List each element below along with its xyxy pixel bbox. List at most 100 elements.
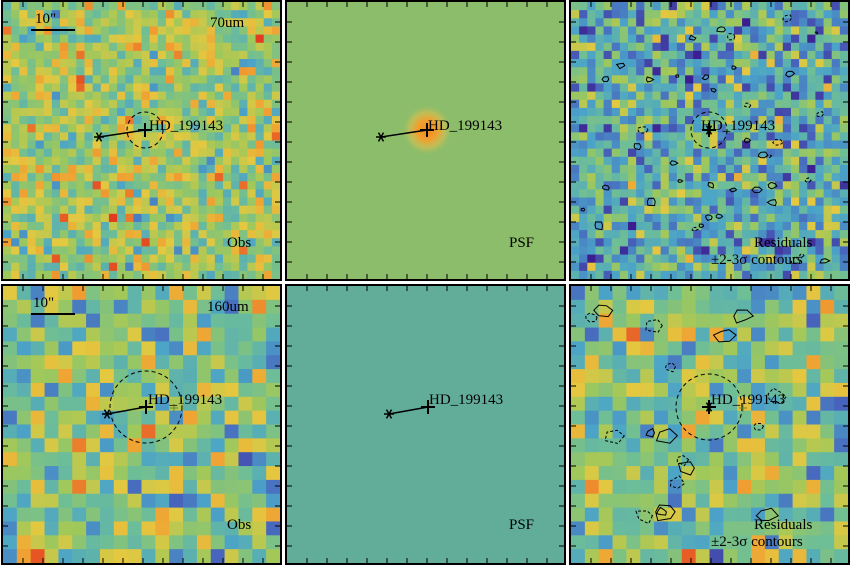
map-pixel bbox=[733, 270, 743, 279]
map-pixel bbox=[214, 75, 224, 85]
map-pixel bbox=[737, 466, 752, 481]
map-pixel bbox=[823, 50, 833, 60]
map-pixel bbox=[157, 99, 167, 109]
map-pixel bbox=[695, 299, 711, 315]
axis-ticks bbox=[571, 2, 848, 279]
axis-ticks bbox=[3, 286, 280, 563]
map-pixel bbox=[3, 116, 12, 125]
map-pixel bbox=[255, 10, 265, 19]
map-pixel bbox=[133, 34, 143, 44]
map-pixel bbox=[766, 59, 776, 68]
map-pixel bbox=[206, 213, 216, 223]
map-pixel bbox=[113, 507, 129, 523]
map-pixel bbox=[239, 173, 249, 182]
map-pixel bbox=[733, 91, 743, 101]
map-pixel bbox=[183, 396, 198, 412]
map-pixel bbox=[766, 75, 776, 85]
map-pixel bbox=[603, 238, 613, 248]
map-pixel bbox=[182, 238, 191, 248]
map-pixel bbox=[619, 213, 629, 223]
map-pixel bbox=[141, 91, 151, 101]
map-pixel bbox=[19, 42, 29, 52]
map-pixel bbox=[84, 205, 94, 215]
map-pixel bbox=[169, 479, 184, 495]
panel-label-residuals: Residuals bbox=[754, 517, 813, 533]
map-pixel bbox=[652, 197, 662, 207]
map-pixel bbox=[190, 107, 200, 117]
map-pixel bbox=[198, 213, 208, 223]
map-pixel bbox=[231, 124, 240, 133]
map-pixel bbox=[717, 164, 727, 174]
map-pixel bbox=[668, 270, 678, 279]
map-pixel bbox=[667, 396, 683, 412]
map-pixel bbox=[100, 83, 110, 93]
map-pixel bbox=[685, 246, 694, 256]
map-pixel bbox=[190, 18, 200, 28]
map-pixel bbox=[750, 91, 759, 101]
map-pixel bbox=[792, 410, 808, 426]
map-pixel bbox=[231, 42, 240, 52]
map-pixel bbox=[701, 18, 711, 28]
map-pixel bbox=[584, 452, 600, 467]
map-pixel bbox=[737, 549, 752, 563]
map-pixel bbox=[644, 75, 654, 85]
map-pixel bbox=[157, 230, 167, 239]
map-pixel bbox=[782, 254, 792, 264]
map-pixel bbox=[113, 313, 129, 329]
map-pixel bbox=[709, 42, 719, 52]
map-pixel bbox=[190, 132, 200, 142]
map-pixel bbox=[644, 246, 654, 256]
map-pixel bbox=[774, 91, 784, 101]
map-pixel bbox=[3, 424, 18, 439]
map-pixel bbox=[30, 452, 46, 467]
map-pixel bbox=[820, 452, 835, 467]
map-pixel bbox=[831, 132, 841, 142]
map-pixel bbox=[68, 213, 77, 223]
map-pixel bbox=[595, 164, 605, 174]
map-pixel bbox=[831, 270, 841, 279]
map-pixel bbox=[571, 10, 580, 19]
map-pixel bbox=[579, 197, 588, 207]
map-pixel bbox=[247, 156, 257, 166]
map-pixel bbox=[579, 75, 588, 85]
map-pixel bbox=[125, 262, 134, 272]
map-pixel bbox=[271, 230, 280, 239]
map-pixel bbox=[820, 507, 835, 523]
map-pixel bbox=[799, 213, 808, 223]
map-pixel bbox=[807, 270, 817, 279]
map-pixel bbox=[92, 246, 102, 256]
map-pixel bbox=[72, 382, 87, 398]
map-pixel bbox=[579, 213, 588, 223]
map-pixel bbox=[815, 107, 825, 117]
map-pixel bbox=[174, 238, 183, 248]
map-pixel bbox=[790, 50, 800, 60]
map-pixel bbox=[3, 452, 18, 467]
map-pixel bbox=[60, 164, 69, 174]
map-pixel bbox=[723, 327, 738, 342]
contour bbox=[712, 329, 737, 343]
map-pixel bbox=[190, 164, 200, 174]
map-pixel bbox=[792, 549, 808, 563]
map-pixel bbox=[141, 438, 156, 453]
map-pixel bbox=[214, 164, 224, 174]
map-pixel bbox=[266, 396, 280, 412]
map-pixel bbox=[660, 116, 670, 125]
map-pixel bbox=[27, 10, 37, 19]
map-pixel bbox=[222, 26, 232, 36]
map-pixel bbox=[764, 521, 780, 536]
map-pixel bbox=[579, 34, 588, 44]
map-pixel bbox=[782, 99, 792, 109]
map-pixel bbox=[231, 189, 240, 199]
map-pixel bbox=[255, 59, 265, 68]
map-pixel bbox=[92, 197, 102, 207]
map-pixel bbox=[725, 116, 735, 125]
axis-ticks bbox=[3, 2, 280, 279]
map-pixel bbox=[84, 213, 94, 223]
map-pixel bbox=[16, 479, 32, 495]
map-pixel bbox=[676, 59, 686, 68]
map-pixel bbox=[127, 452, 143, 467]
map-pixel bbox=[782, 148, 792, 158]
map-pixel bbox=[733, 148, 743, 158]
map-pixel bbox=[252, 327, 267, 342]
map-pixel bbox=[626, 424, 641, 439]
